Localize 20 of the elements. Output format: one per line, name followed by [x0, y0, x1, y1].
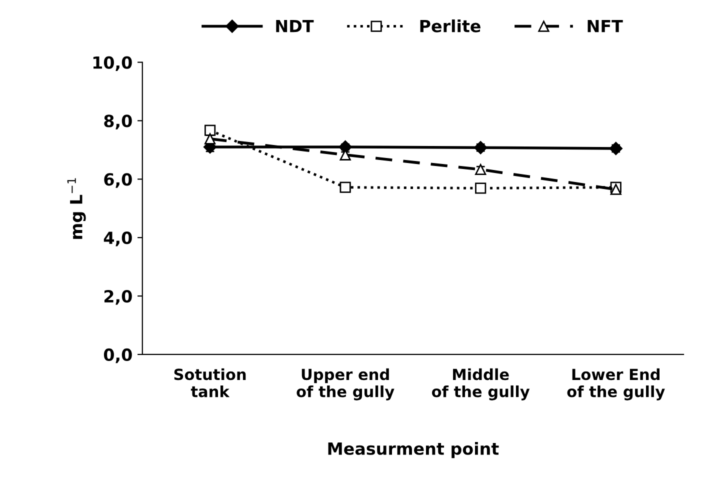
point [475, 182, 486, 194]
y-tick-label: 6,0 [104, 173, 132, 188]
point [340, 182, 351, 193]
y-tick-label: 0,0 [104, 348, 132, 364]
x-tick-label: Middle of the gully [432, 368, 530, 400]
y-tick-label: 8,0 [104, 114, 132, 130]
point [204, 124, 216, 136]
point [474, 141, 488, 154]
legend-label: NDT [276, 20, 314, 32]
y-tick-label: 2,0 [104, 290, 132, 305]
x-tick-label: Sotution tank [174, 368, 246, 398]
y-axis-title: mg L$^{−1}$ [67, 178, 86, 239]
x-tick-label: Lower End of the gully [567, 368, 665, 400]
legend-label: Perlite [420, 19, 480, 32]
point [609, 142, 622, 156]
x-tick-label: Upper end of the gully [296, 368, 394, 400]
x-axis-title: Measurment point [328, 442, 499, 458]
y-tick-label: 4,0 [104, 232, 132, 246]
y-tick-label: 10,0 [93, 56, 132, 71]
legend-label: NFT [588, 20, 623, 32]
